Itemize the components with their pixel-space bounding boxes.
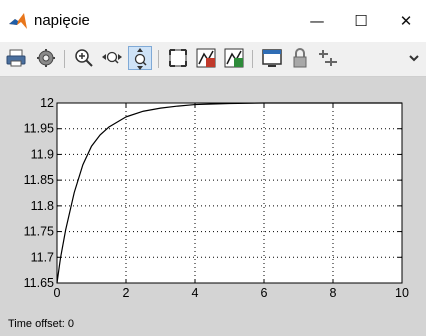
- save-axes-settings-icon[interactable]: [194, 46, 218, 70]
- scope-toolbar: [0, 42, 426, 77]
- status-bar: Time offset: 0: [8, 318, 74, 330]
- y-tick-label: 11.65: [24, 276, 54, 290]
- x-tick-label: 0: [54, 286, 61, 300]
- y-tick-label: 11.9: [31, 147, 54, 161]
- maximize-button[interactable]: ☐: [354, 12, 368, 30]
- toolbar-separator: [64, 50, 65, 68]
- printer-icon[interactable]: [4, 46, 28, 70]
- zoom-y-icon[interactable]: [128, 46, 152, 70]
- x-tick-label: 8: [330, 286, 337, 300]
- restore-axes-settings-icon[interactable]: [222, 46, 246, 70]
- time-offset-label: Time offset:: [8, 318, 65, 330]
- y-tick-label: 11.7: [31, 250, 54, 264]
- x-tick-label: 10: [395, 286, 409, 300]
- close-button[interactable]: ✕: [399, 12, 413, 30]
- y-tick-label: 11.8: [31, 199, 54, 213]
- toolbar-separator: [158, 50, 159, 68]
- settings-gear-icon[interactable]: [34, 46, 58, 70]
- signal-trace-line: [56, 102, 402, 284]
- axes-background: [57, 103, 402, 283]
- scope-chart[interactable]: 0 2 4 6 8 10 11.65 11.7 11.75 11.8 11.85 11.9 11.95 1…: [0, 77, 426, 312]
- x-tick-label: 6: [261, 286, 268, 300]
- matlab-logo-icon: [9, 13, 27, 29]
- autoscale-icon[interactable]: [166, 46, 190, 70]
- x-tick-label: 4: [192, 286, 199, 300]
- zoom-x-icon[interactable]: [100, 46, 124, 70]
- signal-selection-icon[interactable]: [316, 46, 340, 70]
- y-tick-label: 12: [40, 96, 54, 110]
- time-offset-value: 0: [67, 318, 75, 330]
- y-tick-label: 11.75: [24, 225, 54, 239]
- y-tick-label: 11.85: [24, 173, 54, 187]
- zoom-in-icon[interactable]: [72, 46, 96, 70]
- plot-area: 0 2 4 6 8 10 11.65 11.7 11.75 11.8 11.85 11.9 11.95 1…: [0, 77, 426, 312]
- window-title: napięcie: [34, 12, 90, 29]
- y-tick-label: 11.95: [24, 122, 54, 136]
- lock-axes-icon[interactable]: [288, 46, 312, 70]
- floating-scope-icon[interactable]: [260, 46, 284, 70]
- toolbar-separator: [252, 50, 253, 68]
- minimize-button[interactable]: —: [309, 12, 325, 30]
- title-bar[interactable]: napięcie — ☐ ✕: [0, 0, 426, 42]
- more-chevron-icon[interactable]: [402, 46, 426, 70]
- x-tick-label: 2: [123, 286, 130, 300]
